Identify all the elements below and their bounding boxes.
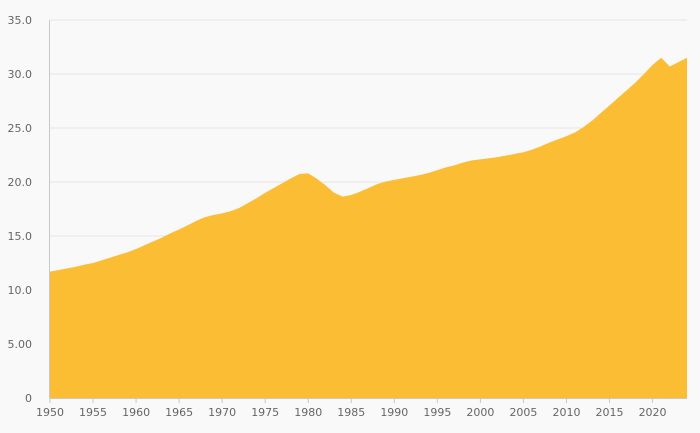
x-tick-label: 2020 [639,406,667,419]
x-tick-label: 2005 [509,406,537,419]
y-tick-label: 30.0 [8,68,33,81]
x-axis-tick-labels: 1950 1955 1960 1965 1970 1975 1980 1985 1990 1995… [36,406,667,419]
y-tick-label: 15.0 [8,230,33,243]
x-tick-label: 1970 [208,406,236,419]
y-tick-label: 20.0 [8,176,33,189]
x-tick-label: 1975 [251,406,279,419]
x-tick-label: 1985 [337,406,365,419]
x-tick-label: 1995 [423,406,451,419]
x-tick-label: 1965 [165,406,193,419]
x-tick-label: 1955 [79,406,107,419]
area-fill [50,57,687,399]
x-tick-label: 1960 [122,406,150,419]
x-tick-label: 2000 [466,406,494,419]
y-tick-label: 5.00 [8,338,33,351]
x-tick-label: 2015 [596,406,624,419]
y-axis-tick-labels: 0 5.00 10.0 15.0 20.0 25.0 30.0 35.0 [8,14,33,405]
x-tick-label: 1990 [380,406,408,419]
y-tick-label: 10.0 [8,284,33,297]
area-series [50,57,687,399]
x-tick-label: 1980 [294,406,322,419]
axes [49,20,687,403]
x-tick-label: 1950 [36,406,64,419]
y-tick-label: 0 [25,392,32,405]
x-tick-label: 2010 [552,406,580,419]
y-tick-label: 25.0 [8,122,33,135]
y-tick-label: 35.0 [8,14,33,27]
